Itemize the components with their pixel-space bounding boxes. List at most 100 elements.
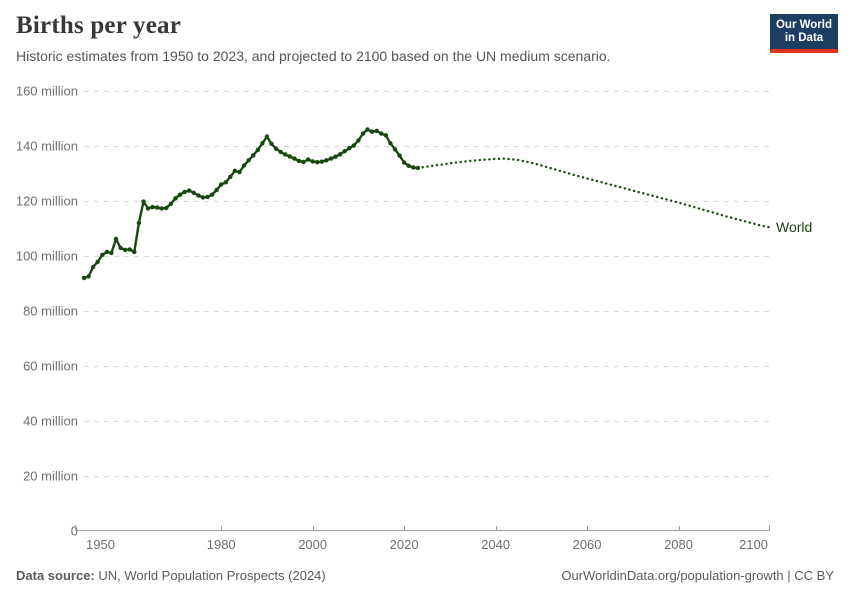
- data-point-marker: [173, 196, 178, 201]
- data-source-note: Data source: UN, World Population Prospe…: [16, 568, 326, 583]
- data-point-marker: [379, 131, 384, 136]
- data-point-marker: [219, 182, 224, 187]
- data-point-marker: [90, 264, 96, 270]
- data-point-marker: [104, 249, 110, 255]
- projected-series-line[interactable]: [416, 157, 772, 229]
- y-axis-tick-label: 100 million: [16, 249, 78, 264]
- data-point-marker: [200, 195, 206, 200]
- data-point-marker: [214, 187, 219, 193]
- data-point-marker: [255, 147, 260, 153]
- data-point-marker: [81, 275, 87, 281]
- chart-footer: Data source: UN, World Population Prospe…: [16, 568, 834, 583]
- data-point-marker: [296, 158, 302, 164]
- chart-subtitle: Historic estimates from 1950 to 2023, an…: [16, 48, 611, 64]
- data-point-marker: [333, 154, 338, 159]
- data-point-marker: [383, 133, 388, 138]
- data-point-marker: [287, 154, 292, 159]
- data-point-marker: [95, 259, 100, 264]
- data-point-marker: [337, 152, 343, 157]
- x-axis-tick-label: 2000: [298, 537, 327, 552]
- y-axis-tick-label: 60 million: [23, 359, 78, 374]
- data-point-marker: [347, 146, 352, 151]
- chart-header: Births per year Historic estimates from …: [16, 12, 838, 64]
- data-point-marker: [237, 169, 242, 175]
- x-axis-tick-label: 2040: [481, 537, 510, 552]
- data-point-marker: [113, 236, 119, 242]
- data-point-marker: [351, 143, 356, 148]
- data-point-marker: [397, 153, 402, 158]
- y-axis-tick-label: 0: [71, 524, 78, 539]
- x-axis-tick-label: 2060: [573, 537, 602, 552]
- data-point-marker: [369, 129, 375, 134]
- owid-logo-line1: Our World: [775, 19, 832, 31]
- data-point-marker: [209, 192, 215, 197]
- data-point-marker: [269, 141, 274, 146]
- data-point-marker: [273, 146, 279, 151]
- series-entity-label[interactable]: World: [776, 219, 812, 235]
- x-axis-tick-label: 1950: [86, 537, 115, 552]
- data-point-marker: [182, 189, 187, 195]
- data-point-marker: [374, 128, 379, 134]
- data-source-text: UN, World Population Prospects (2024): [94, 568, 326, 583]
- data-point-marker: [145, 206, 151, 211]
- y-axis-tick-label: 80 million: [23, 304, 78, 319]
- data-point-marker: [187, 188, 192, 193]
- data-point-marker: [159, 206, 164, 211]
- y-axis-tick-label: 160 million: [16, 84, 78, 99]
- data-point-marker: [315, 160, 320, 165]
- data-point-marker: [109, 250, 114, 256]
- data-point-marker: [136, 220, 142, 226]
- data-point-marker: [324, 158, 329, 163]
- data-point-marker: [191, 190, 196, 195]
- owid-logo-line2: in Data: [784, 32, 824, 44]
- data-point-marker: [100, 252, 105, 258]
- data-point-marker: [155, 205, 160, 210]
- data-point-marker: [251, 153, 256, 158]
- data-point-marker: [401, 160, 407, 165]
- x-axis-tick-label: 2100: [739, 537, 768, 552]
- data-point-marker: [305, 157, 311, 162]
- data-point-marker: [196, 193, 201, 198]
- data-point-marker: [365, 127, 370, 132]
- footer-citation-link[interactable]: OurWorldinData.org/population-growth | C…: [561, 568, 834, 583]
- x-axis-tick-label: 1980: [207, 537, 236, 552]
- data-point-marker: [118, 245, 123, 251]
- data-point-marker: [360, 131, 366, 136]
- data-point-marker: [301, 159, 306, 165]
- y-axis-tick-label: 20 million: [23, 469, 78, 484]
- data-point-marker: [205, 194, 210, 200]
- data-point-marker: [406, 163, 411, 168]
- data-point-marker: [283, 152, 288, 157]
- data-point-marker: [260, 141, 265, 146]
- data-point-marker: [328, 156, 334, 161]
- data-point-marker: [86, 274, 91, 279]
- owid-logo[interactable]: Our World in Data: [770, 14, 838, 53]
- data-point-marker: [177, 192, 183, 197]
- x-axis-tick-label: 2080: [664, 537, 693, 552]
- data-point-marker: [123, 247, 128, 253]
- y-axis-tick-label: 40 million: [23, 414, 78, 429]
- data-point-marker: [232, 168, 238, 173]
- data-point-marker: [223, 180, 228, 185]
- data-point-marker: [292, 156, 297, 161]
- data-point-marker: [411, 165, 416, 170]
- x-axis-tick-label: 2020: [390, 537, 419, 552]
- y-axis-tick-label: 140 million: [16, 139, 78, 154]
- data-point-marker: [168, 201, 174, 206]
- data-point-marker: [164, 205, 169, 211]
- data-point-marker: [228, 174, 233, 179]
- data-point-marker: [278, 149, 283, 155]
- data-point-marker: [127, 247, 132, 252]
- data-point-marker: [246, 158, 251, 163]
- data-point-marker: [241, 163, 247, 168]
- data-point-marker: [342, 149, 347, 154]
- historic-series-line[interactable]: [82, 128, 420, 280]
- chart-title: Births per year: [16, 12, 182, 39]
- data-point-marker: [319, 159, 324, 164]
- data-point-marker: [388, 141, 393, 146]
- data-point-marker: [310, 159, 315, 164]
- data-point-marker: [141, 199, 146, 204]
- data-point-marker: [392, 147, 398, 152]
- data-point-marker: [264, 134, 270, 139]
